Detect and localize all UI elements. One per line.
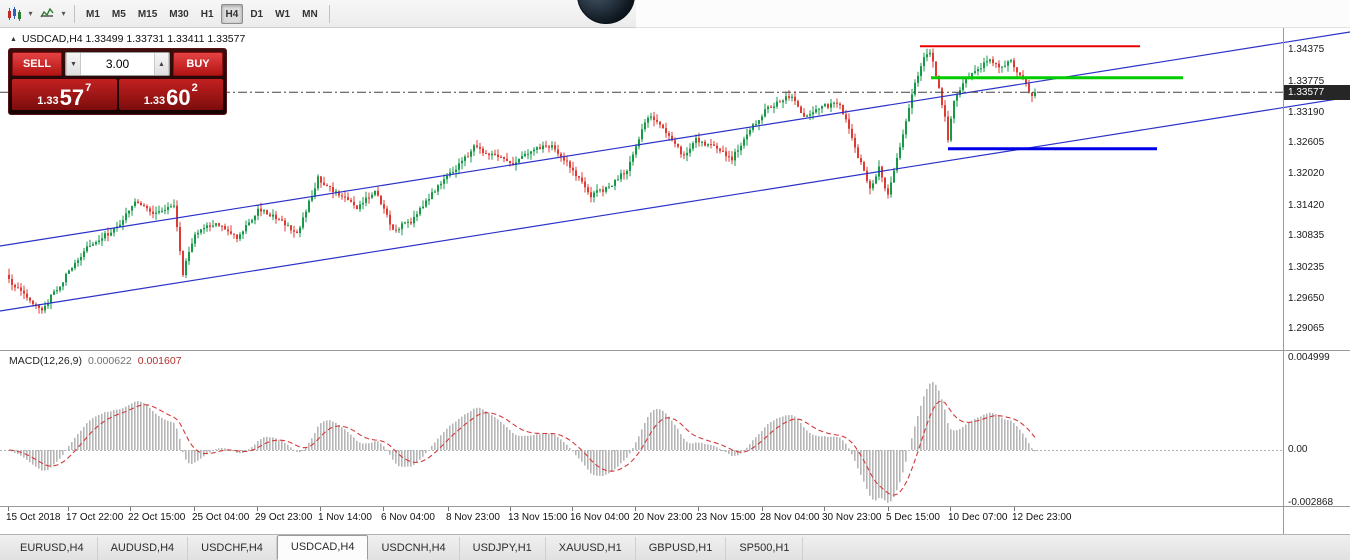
one-click-trading-panel: SELL ▼ 3.00 ▲ BUY 1.33 57 7 1.33 60 2 (8, 48, 227, 115)
tab-usdcad-h4[interactable]: USDCAD,H4 (276, 535, 369, 560)
candlestick-series (8, 48, 1036, 314)
channel-lower-line[interactable] (0, 96, 1350, 312)
timeframe-button-d1[interactable]: D1 (245, 4, 268, 24)
time-axis-label: 28 Nov 04:00 (760, 512, 820, 523)
lot-size-value[interactable]: 3.00 (81, 53, 154, 75)
timeframe-button-m15[interactable]: M15 (133, 4, 162, 24)
macd-signal-value: 0.001607 (137, 355, 182, 367)
ask-price[interactable]: 1.33 60 2 (118, 79, 223, 110)
macd-axis-label: 0.004999 (1288, 352, 1330, 364)
toolbar-separator (328, 4, 330, 23)
price-axis-label: 1.31420 (1288, 199, 1325, 211)
toolbar-separator (74, 4, 75, 23)
time-axis: 15 Oct 2018 17 Oct 22:00 22 Oct 15:00 25 Oc… (0, 507, 1283, 534)
time-axis-label: 1 Nov 14:00 (318, 512, 372, 523)
time-axis-label: 15 Oct 2018 (6, 512, 61, 523)
time-axis-label: 22 Oct 15:00 (128, 512, 186, 523)
tab-audusd-h4[interactable]: AUDUSD,H4 (98, 537, 189, 560)
timeframe-button-mn[interactable]: MN (297, 4, 323, 24)
chevron-down-icon[interactable]: ▾ (28, 8, 33, 18)
price-axis-label: 1.34375 (1288, 44, 1325, 56)
time-axis-label: 29 Oct 23:00 (255, 512, 313, 523)
toolbar-spacer (636, 0, 1350, 28)
lot-increase-button[interactable]: ▲ (154, 53, 169, 75)
tab-usdcnh-h4[interactable]: USDCNH,H4 (368, 537, 460, 560)
time-axis-label: 20 Nov 23:00 (633, 512, 693, 523)
timeframe-button-h4[interactable]: H4 (220, 3, 244, 24)
tab-gbpusd-h1[interactable]: GBPUSD,H1 (636, 537, 727, 560)
symbol-tabbar: EURUSD,H4 AUDUSD,H4 USDCHF,H4 USDCAD,H4 USDC… (0, 534, 1350, 560)
price-axis-label: 1.33190 (1288, 106, 1325, 118)
timeframe-button-m5[interactable]: M5 (107, 4, 131, 24)
timeframe-button-m1[interactable]: M1 (81, 4, 105, 24)
macd-histogram (8, 382, 1036, 503)
macd-axis-label: 0.00 (1288, 444, 1308, 455)
price-axis-label: 1.32020 (1288, 167, 1325, 179)
channel-upper-line[interactable] (0, 31, 1350, 247)
macd-value: 0.000622 (87, 355, 132, 367)
tab-eurusd-h4[interactable]: EURUSD,H4 (7, 537, 98, 560)
time-axis-label: 23 Nov 15:00 (696, 512, 756, 523)
price-axis-label: 1.30235 (1288, 261, 1325, 273)
buy-button[interactable]: BUY (173, 52, 223, 76)
one-click-collapse-arrow[interactable]: ▲ (10, 35, 17, 43)
ohlc-text: USDCAD,H4 1.33499 1.33731 1.33411 1.3357… (21, 33, 246, 45)
price-axis-label: 1.32605 (1288, 137, 1325, 149)
time-axis-label: 30 Nov 23:00 (822, 512, 882, 523)
lot-decrease-button[interactable]: ▼ (66, 53, 81, 75)
time-axis-label: 5 Dec 15:00 (886, 512, 940, 523)
chart-ohlc-header: ▲ USDCAD,H4 1.33499 1.33731 1.33411 1.33… (10, 33, 245, 45)
macd-indicator-label: MACD(12,26,9) (9, 355, 82, 367)
timeframe-toolbar: M1 M5 M15 M30 H1 H4 D1 W1 MN (80, 3, 324, 24)
macd-header: MACD(12,26,9) 0.000622 0.001607 (9, 355, 182, 367)
time-axis-label: 8 Nov 23:00 (446, 512, 500, 523)
time-axis-label: 16 Nov 04:00 (570, 512, 630, 523)
price-axis-label: 1.30835 (1288, 230, 1325, 242)
time-axis-label: 6 Nov 04:00 (381, 512, 435, 523)
price-axis-label: 1.29650 (1288, 292, 1325, 304)
time-axis-label: 10 Dec 07:00 (948, 512, 1008, 523)
time-axis-label: 17 Oct 22:00 (66, 512, 124, 523)
chart-type-button[interactable] (3, 3, 25, 25)
sell-button[interactable]: SELL (12, 52, 62, 76)
chevron-down-icon[interactable]: ▾ (61, 8, 66, 18)
tab-xauusd-h1[interactable]: XAUUSD,H1 (546, 537, 636, 560)
time-axis-label: 25 Oct 04:00 (192, 512, 250, 523)
tab-usdjpy-h1[interactable]: USDJPY,H1 (460, 537, 546, 560)
time-axis-label: 13 Nov 15:00 (508, 512, 568, 523)
price-axis-label: 1.33775 (1288, 75, 1325, 87)
timeframe-button-h1[interactable]: H1 (196, 4, 219, 24)
candlestick-chart-icon (8, 6, 21, 21)
timeframe-button-m30[interactable]: M30 (164, 4, 193, 24)
price-axis-label: 1.29065 (1288, 323, 1325, 335)
tab-sp500-h1[interactable]: SP500,H1 (726, 537, 804, 560)
bid-price[interactable]: 1.33 57 7 (12, 79, 117, 110)
tab-usdchf-h4[interactable]: USDCHF,H4 (188, 537, 277, 560)
lot-size-control: ▼ 3.00 ▲ (65, 52, 170, 76)
macd-axis-label: -0.002868 (1288, 496, 1334, 508)
indicators-icon (40, 7, 54, 17)
indicators-button[interactable] (36, 3, 58, 25)
macd-signal-line (8, 400, 1036, 496)
time-axis-label: 12 Dec 23:00 (1012, 512, 1072, 523)
current-price-badge: 1.33577 (1284, 84, 1350, 100)
timeframe-button-w1[interactable]: W1 (270, 4, 295, 24)
